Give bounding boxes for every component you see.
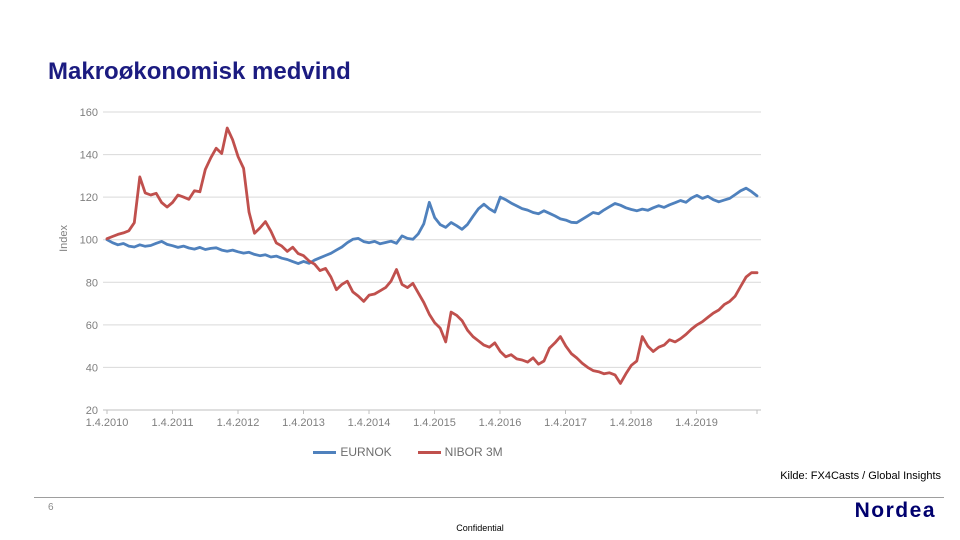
x-tick-label-6: 1.4.2016 [479, 417, 522, 429]
x-tick-label-3: 1.4.2013 [282, 417, 325, 429]
legend-label-nibor: NIBOR 3M [444, 445, 503, 459]
chart-legend: EURNOK NIBOR 3M [108, 445, 708, 459]
y-tick-label-80: 80 [86, 277, 98, 289]
confidential-label: Confidential [456, 523, 504, 533]
eurnok-line-swatch [313, 450, 337, 454]
footer-divider [34, 497, 944, 498]
source-note: Kilde: FX4Casts / Global Insights [780, 470, 941, 482]
x-tick-label-4: 1.4.2014 [348, 417, 391, 429]
page-number: 6 [48, 502, 54, 513]
y-tick-label-60: 60 [86, 320, 98, 332]
nibor-line-swatch [417, 450, 441, 454]
legend-item-nibor: NIBOR 3M [417, 445, 503, 459]
x-tick-label-1: 1.4.2011 [151, 417, 193, 429]
page-title: Makroøkonomisk medvind [48, 58, 351, 85]
y-tick-label-120: 120 [80, 192, 98, 204]
x-tick-label-0: 1.4.2010 [86, 417, 129, 429]
y-tick-label-160: 160 [80, 107, 98, 119]
series-line-nibor-3m [105, 126, 759, 385]
y-tick-label-100: 100 [80, 235, 98, 247]
nordea-logo: Nordea [854, 499, 936, 522]
y-tick-label-20: 20 [86, 405, 98, 417]
legend-label-eurnok: EURNOK [340, 445, 392, 459]
legend-item-eurnok: EURNOK [313, 445, 392, 459]
series-line-eurnok [105, 186, 759, 266]
y-axis-title: Index [58, 225, 70, 252]
x-tick-label-2: 1.4.2012 [217, 417, 260, 429]
x-tick-label-5: 1.4.2015 [413, 417, 456, 429]
x-tick-label-9: 1.4.2019 [675, 417, 718, 429]
line-chart: 160 140 120 100 80 60 40 201.4.2010 1.4.2011 1.4.… [80, 107, 761, 429]
x-tick-label-8: 1.4.2018 [610, 417, 653, 429]
y-tick-label-140: 140 [80, 150, 98, 162]
x-tick-label-7: 1.4.2017 [544, 417, 587, 429]
y-tick-label-40: 40 [86, 362, 98, 374]
